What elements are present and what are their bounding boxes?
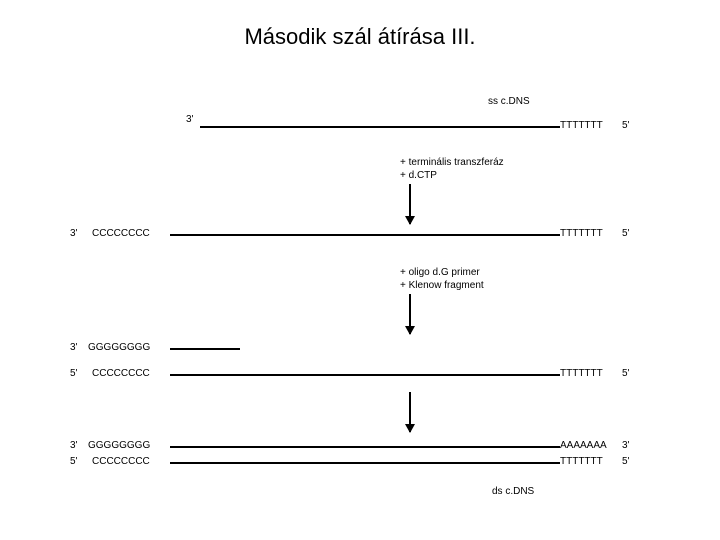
s1-strand (200, 126, 560, 128)
s4a-right-end: 3' (622, 440, 629, 451)
s3b-left-seq: CCCCCCCC (92, 368, 150, 379)
step2-text: + oligo d.G primer + Klenow fragment (400, 266, 484, 292)
s4a-strand (170, 446, 560, 448)
s2-left-end: 3' (70, 228, 77, 239)
s3b-right-seq: TTTTTTT (560, 368, 603, 379)
s4b-strand (170, 462, 560, 464)
step2-line1: + oligo d.G primer (400, 266, 484, 279)
step1-line2: + d.CTP (400, 169, 504, 182)
s4b-right-seq: TTTTTTT (560, 456, 603, 467)
s4b-left-end: 5' (70, 456, 77, 467)
arrow1 (409, 184, 411, 224)
arrow2 (409, 294, 411, 334)
s3a-strand (170, 348, 240, 350)
ds-cdns-label: ds c.DNS (492, 486, 534, 497)
step2-line2: + Klenow fragment (400, 279, 484, 292)
s3b-strand (170, 374, 560, 376)
s4a-right-seq: AAAAAAA (560, 440, 607, 451)
diagram-title: Második szál átírása III. (0, 24, 720, 50)
s3b-left-end: 5' (70, 368, 77, 379)
step1-text: + terminális transzferáz + d.CTP (400, 156, 504, 182)
s1-left-end: 3' (186, 114, 193, 125)
step1-line1: + terminális transzferáz (400, 156, 504, 169)
ss-cdns-label: ss c.DNS (488, 96, 530, 107)
arrow3 (409, 392, 411, 432)
s2-right-end: 5' (622, 228, 629, 239)
s3a-left-seq: GGGGGGGG (88, 342, 150, 353)
s4a-left-end: 3' (70, 440, 77, 451)
s4a-left-seq: GGGGGGGG (88, 440, 150, 451)
s2-left-seq: CCCCCCCC (92, 228, 150, 239)
s3b-right-end: 5' (622, 368, 629, 379)
s3a-left-end: 3' (70, 342, 77, 353)
s2-strand (170, 234, 560, 236)
s4b-left-seq: CCCCCCCC (92, 456, 150, 467)
s2-right-seq: TTTTTTT (560, 228, 603, 239)
s4b-right-end: 5' (622, 456, 629, 467)
s1-right-end: 5' (622, 120, 629, 131)
s1-right-seq: TTTTTTT (560, 120, 603, 131)
